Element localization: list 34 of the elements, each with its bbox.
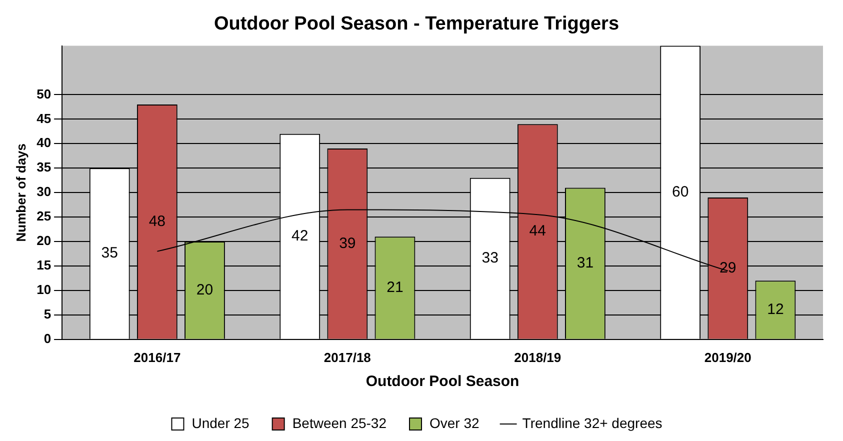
data-label: 31: [576, 254, 594, 272]
y-tick-label: 20: [36, 233, 52, 248]
x-tick-label: 2018/19: [514, 350, 562, 365]
y-tick-label: 30: [36, 184, 52, 200]
data-label: 60: [672, 183, 689, 200]
x-tick-label: 2016/17: [134, 350, 181, 365]
data-label: 12: [767, 300, 784, 318]
y-tick-label: 40: [36, 135, 52, 150]
x-tick-label: 2017/18: [324, 350, 371, 365]
data-label: 21: [386, 278, 404, 296]
x-tick-label: 2019/20: [704, 350, 752, 365]
data-label: 39: [339, 234, 356, 252]
legend-label: Between 25-32: [292, 414, 387, 431]
chart-title: Outdoor Pool Season - Temperature Triggers: [214, 14, 620, 35]
data-label: 48: [148, 212, 166, 230]
y-tick-label: 50: [36, 86, 52, 102]
y-tick-label: 5: [44, 306, 52, 322]
data-label: 29: [720, 259, 736, 276]
x-axis-title: Outdoor Pool Season: [366, 373, 520, 390]
y-axis-title: Number of days: [13, 143, 28, 242]
legend-label: Under 25: [192, 414, 250, 431]
legend-label: Trendline 32+ degrees: [522, 414, 662, 431]
y-tick-label: 35: [36, 160, 52, 175]
data-label: 20: [196, 281, 214, 298]
data-label: 35: [101, 244, 118, 262]
y-tick-label: 0: [44, 330, 52, 346]
data-label: 42: [292, 228, 308, 245]
y-tick-label: 45: [36, 110, 52, 126]
y-tick-label: 10: [36, 282, 52, 298]
y-tick-label: 15: [36, 258, 52, 273]
data-label: 44: [529, 222, 546, 240]
legend-label: Over 32: [430, 414, 480, 431]
y-tick-label: 25: [36, 208, 52, 224]
data-label: 33: [482, 250, 498, 267]
